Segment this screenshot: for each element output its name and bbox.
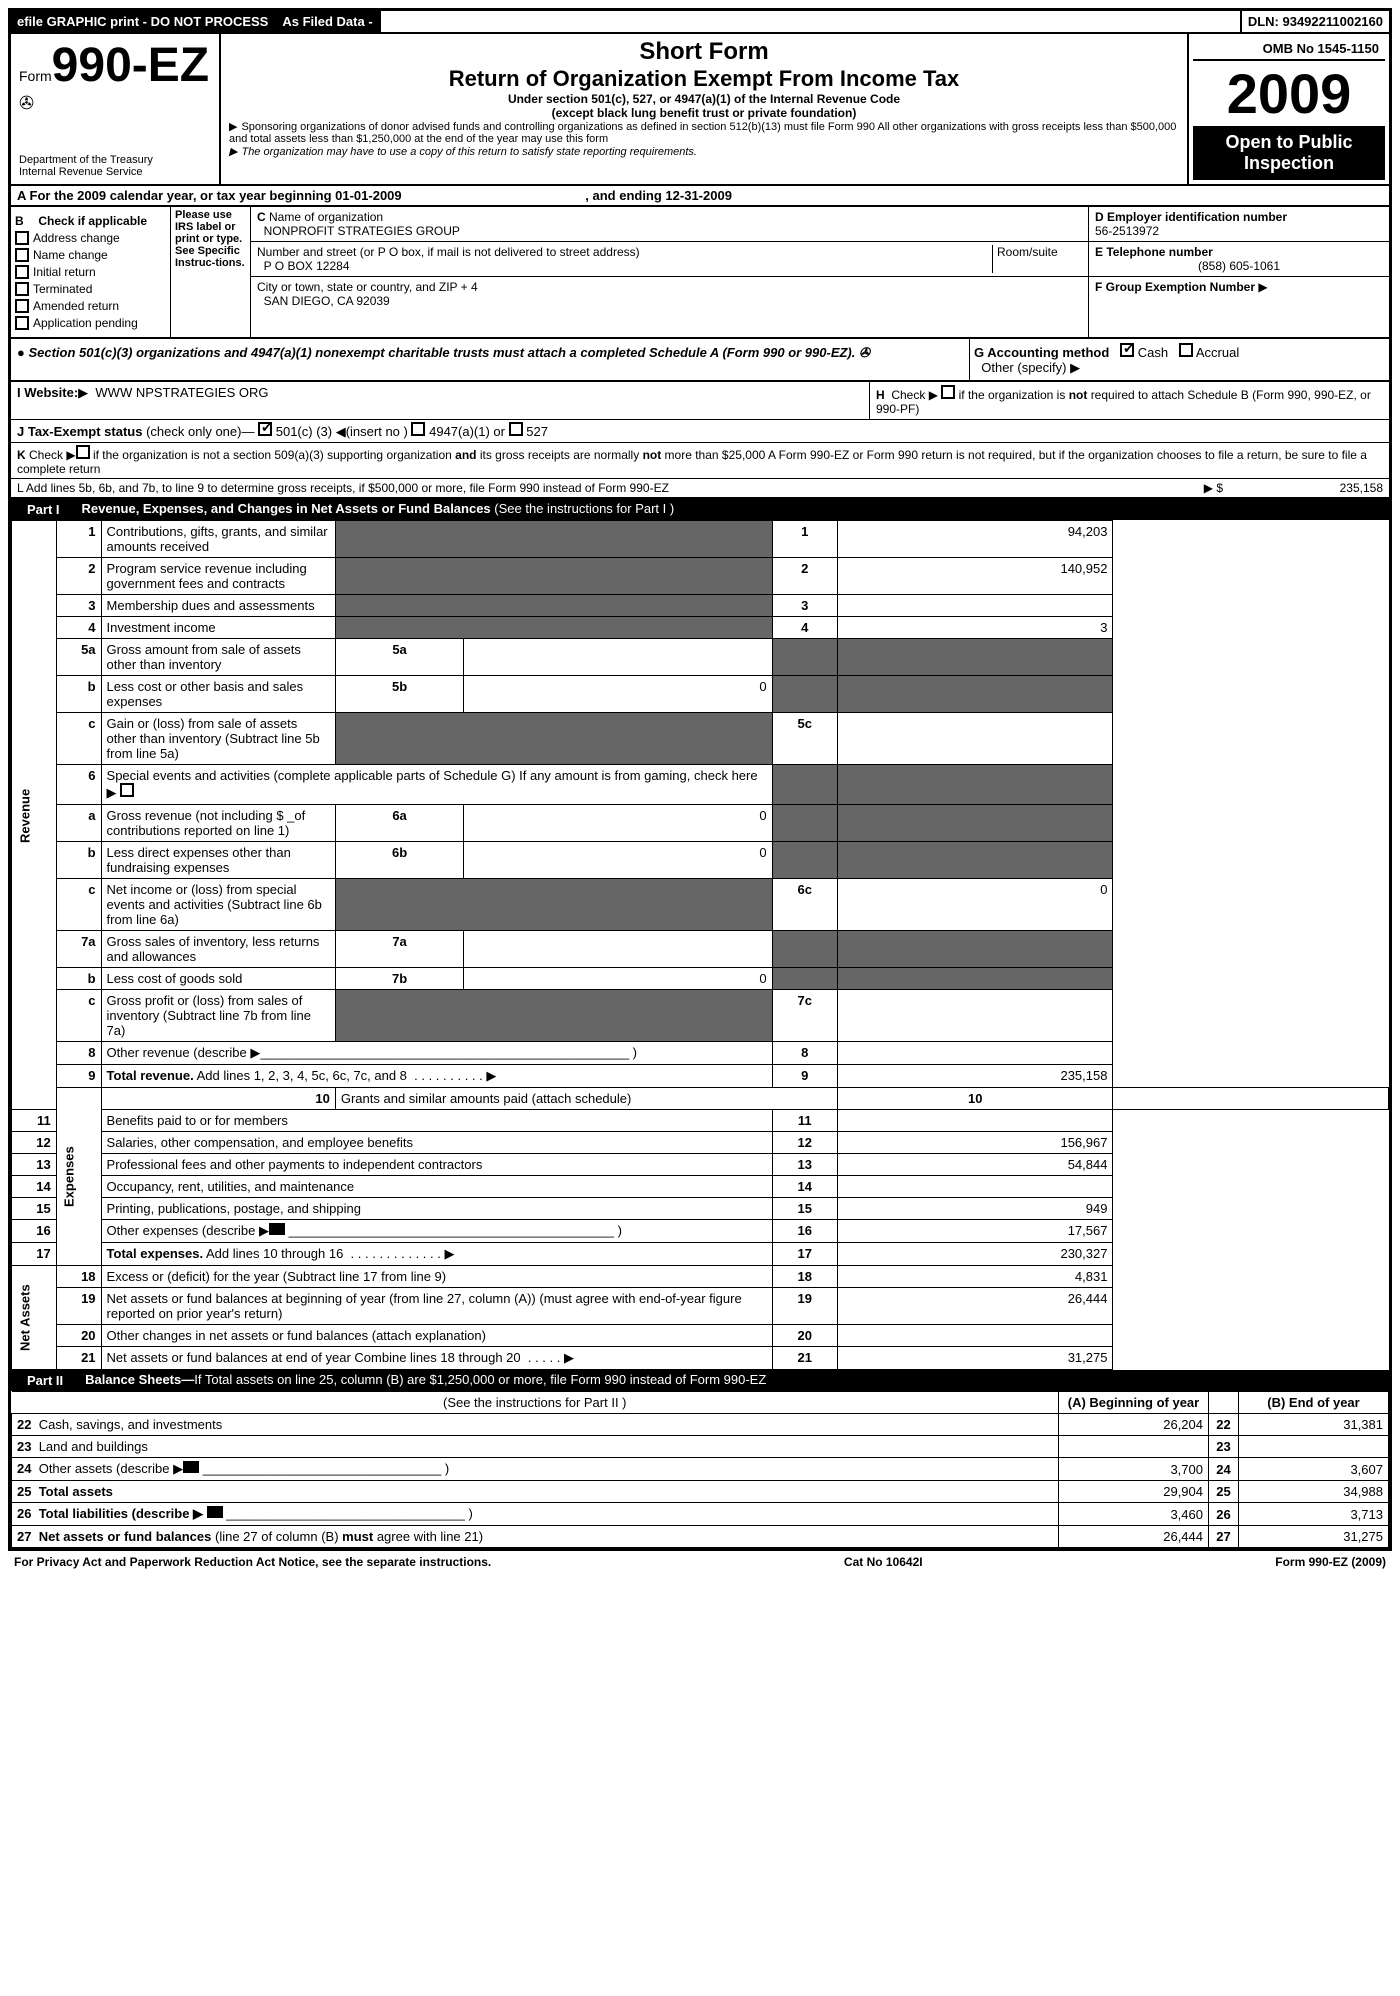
inspection-box: Open to Public Inspection <box>1193 126 1385 180</box>
cb-app[interactable] <box>15 316 29 330</box>
under-section: Under section 501(c), 527, or 4947(a)(1)… <box>229 92 1179 106</box>
except: (except black lung benefit trust or priv… <box>229 106 1179 120</box>
cb-h[interactable] <box>941 385 955 399</box>
dept: Department of the Treasury <box>19 154 211 166</box>
asfiled-label: As Filed Data - <box>276 11 380 32</box>
tax-year: 2009 <box>1193 61 1385 126</box>
h-line: H Check ▶ if the organization is not req… <box>869 382 1389 419</box>
instructions-label: Please use IRS label or print or type. S… <box>171 207 251 337</box>
footer: For Privacy Act and Paperwork Reduction … <box>8 1551 1392 1573</box>
form-number: 990-EZ <box>52 39 209 92</box>
cb-terminated[interactable] <box>15 282 29 296</box>
website: WWW NPSTRATEGIES ORG <box>95 385 268 400</box>
org-address: P O BOX 12284 <box>264 259 350 273</box>
org-name: NONPROFIT STRATEGIES GROUP <box>264 224 460 238</box>
cb-initial[interactable] <box>15 265 29 279</box>
gross-receipts: 235,158 <box>1223 481 1383 495</box>
period-line: A For the 2009 calendar year, or tax yea… <box>11 186 1389 207</box>
l-line: L Add lines 5b, 6b, and 7b, to line 9 to… <box>11 479 1389 499</box>
k-line: K Check ▶ K Check ▶ if the organization … <box>11 443 1389 479</box>
section-501-row: ● Section 501(c)(3) organizations and 49… <box>11 339 1389 382</box>
cb-cash[interactable]: ✔ <box>1120 343 1134 357</box>
g-accounting: G Accounting method ✔ Cash Accrual Other… <box>969 339 1389 380</box>
cb-accrual[interactable] <box>1179 343 1193 357</box>
org-info-block: B Check if applicable Address change Nam… <box>11 207 1389 339</box>
org-block: C Name of organization NONPROFIT STRATEG… <box>251 207 1089 337</box>
cb-amended[interactable] <box>15 299 29 313</box>
netassets-label: Net Assets <box>12 1266 57 1370</box>
ein: 56-2513972 <box>1095 224 1159 238</box>
header: Form990-EZ ✇ Department of the Treasury … <box>11 34 1389 186</box>
form-prefix: Form <box>19 68 52 84</box>
irs: Internal Revenue Service <box>19 166 211 178</box>
revenue-label: Revenue <box>12 521 57 1110</box>
expenses-label: Expenses <box>56 1088 101 1266</box>
form-container: efile GRAPHIC print - DO NOT PROCESS As … <box>8 8 1392 1551</box>
section-501: ● Section 501(c)(3) organizations and 49… <box>11 339 969 380</box>
return-title: Return of Organization Exempt From Incom… <box>229 66 1179 92</box>
topbar: efile GRAPHIC print - DO NOT PROCESS As … <box>11 11 1389 34</box>
sponsor-text: Sponsoring organizations of donor advise… <box>229 120 1179 145</box>
check-if-applicable: B Check if applicable Address change Nam… <box>11 207 171 337</box>
part1-table: Revenue 1Contributions, gifts, grants, a… <box>11 520 1389 1370</box>
efile-label: efile GRAPHIC print - DO NOT PROCESS <box>11 11 276 32</box>
right-info: D Employer identification number56-25139… <box>1089 207 1389 337</box>
short-form: Short Form <box>229 38 1179 66</box>
cb-address[interactable] <box>15 231 29 245</box>
part2-header: Part II Balance Sheets—If Total assets o… <box>11 1370 1389 1391</box>
dln: DLN: 93492211002160 <box>1240 11 1389 32</box>
part1-header: Part I Revenue, Expenses, and Changes in… <box>11 499 1389 520</box>
omb: OMB No 1545-1150 <box>1193 38 1385 61</box>
org-city: SAN DIEGO, CA 92039 <box>264 294 390 308</box>
maycopy: The organization may have to use a copy … <box>229 145 1179 158</box>
j-line: J Tax-Exempt status (check only one)— ✔ … <box>11 420 1389 443</box>
balance-sheet: (See the instructions for Part II ) (A) … <box>11 1391 1389 1548</box>
cb-name[interactable] <box>15 248 29 262</box>
website-row: I Website:▶ WWW NPSTRATEGIES ORG H Check… <box>11 382 1389 420</box>
phone: (858) 605-1061 <box>1095 259 1383 273</box>
